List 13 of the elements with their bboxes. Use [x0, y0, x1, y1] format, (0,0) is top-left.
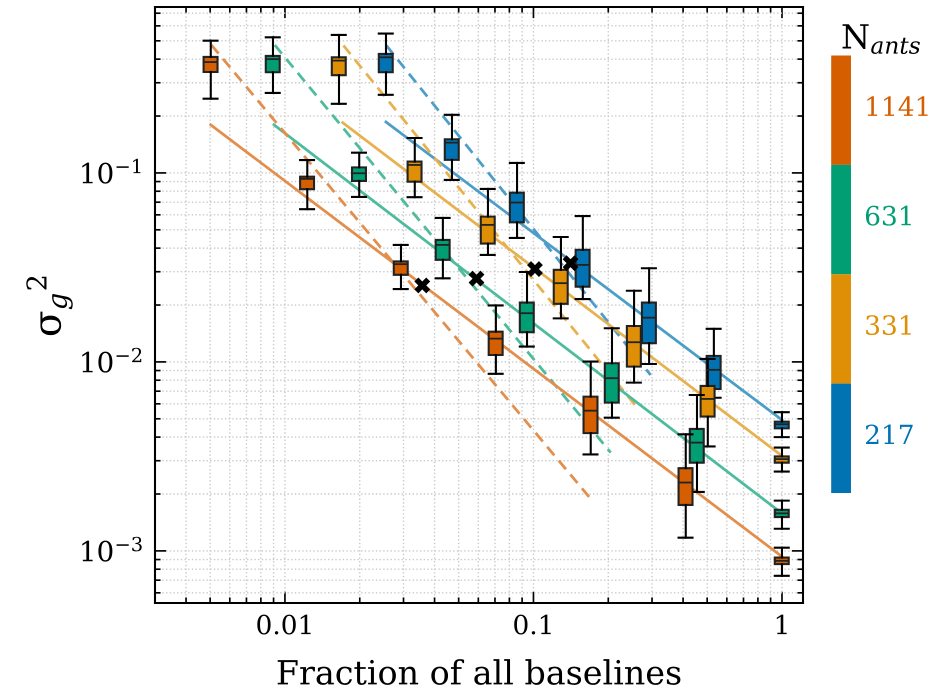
text: 217	[866, 424, 913, 444]
y-axis-title: σ$_{g}$$^{2}$	[26, 276, 73, 336]
y-tick-label: 10$^{−3}$	[82, 536, 142, 562]
text: 1141	[867, 96, 928, 116]
x-tick-label: 0.1	[514, 614, 551, 635]
text: 331	[866, 315, 911, 336]
text: 631	[866, 206, 911, 226]
x-axis-title: Fraction of all baselines	[278, 659, 680, 685]
y-tick-label: 10$^{−1}$	[82, 158, 140, 184]
legend-title: N$_{ants}$	[842, 24, 920, 54]
x-tick-label: 1	[776, 614, 787, 634]
y-tick-label: 10$^{−2}$	[82, 348, 142, 373]
x-tick-label: 0.01	[257, 614, 311, 635]
